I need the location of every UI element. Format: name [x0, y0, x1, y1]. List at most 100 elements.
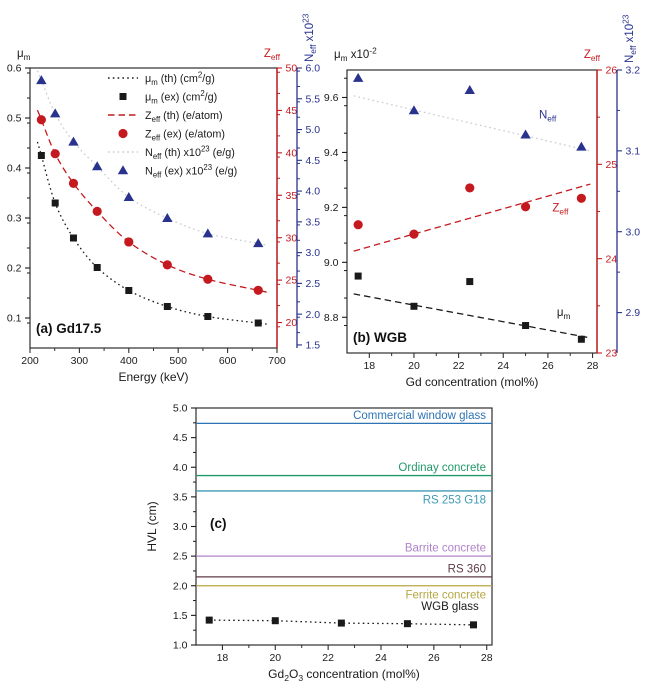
- left-axis: 1.0 1.5 2.0 2.5 3.0 3.5 4.0 4.5 5.0: [173, 403, 196, 652]
- circle-marker: [68, 178, 79, 188]
- x-tick-label: 28: [587, 360, 599, 372]
- circle-marker: [92, 206, 102, 216]
- n-eff-exp-point: [202, 228, 214, 238]
- n-eff-exp-point: [408, 105, 420, 115]
- circle-marker: [520, 202, 531, 212]
- n-eff-exp-point: [49, 108, 61, 118]
- legend-triangle: [117, 165, 129, 175]
- x-tick-label: 26: [428, 652, 440, 664]
- neff-axis-tick-label: 3.5: [306, 216, 321, 228]
- mu-m-exp-point: [93, 264, 101, 271]
- left-axis-tick-label: 0.2: [7, 263, 22, 275]
- z-eff-exp-point: [465, 183, 475, 193]
- wgb-glass-point: [337, 619, 345, 627]
- legend-label: Zeff (ex) (e/atom): [145, 128, 225, 142]
- neff-axis: 2.9 3.0 3.1 3.2: [616, 65, 641, 353]
- x-tick-label: 20: [269, 652, 281, 664]
- z-eff-exp-point: [203, 274, 213, 284]
- triangle-marker: [117, 165, 129, 175]
- circle-marker: [162, 260, 172, 270]
- square-marker: [354, 272, 362, 280]
- x-tick-label: 18: [217, 652, 229, 664]
- left-axis-tick-label: 1.0: [173, 640, 188, 652]
- left-axis-tick-label: 8.8: [324, 312, 339, 324]
- square-marker: [470, 621, 477, 629]
- ref-line-label: RS 360: [448, 563, 486, 575]
- zeff-axis-tick-label: 23: [606, 348, 618, 360]
- series-n-eff-exp: [36, 75, 264, 248]
- circle-marker: [576, 193, 586, 203]
- z-eff-exp-point: [36, 115, 46, 125]
- z-eff-exp-point: [68, 178, 79, 188]
- wgb-glass-point: [271, 617, 279, 625]
- mu-m-exp-point: [522, 322, 530, 330]
- series-mu-m-trend: [353, 293, 591, 339]
- zeff-axis-title: Zeff: [584, 49, 601, 63]
- triangle-marker: [202, 228, 214, 238]
- series-z-eff-trend: [353, 183, 591, 252]
- z-eff-exp-point: [520, 202, 531, 212]
- neff-axis-tick-label: 5.5: [306, 93, 321, 105]
- zeff-axis-tick-label: 35: [286, 190, 298, 202]
- series-n-eff-trend: [353, 95, 591, 152]
- neff-axis-tick-label: 2.9: [626, 307, 641, 319]
- neff-axis-tick-label: 2.5: [306, 278, 321, 290]
- mu-m-exp-point: [466, 278, 474, 286]
- square-marker: [410, 302, 418, 310]
- mu-m-exp-point: [410, 302, 418, 310]
- left-axis-tick-label: 3.5: [173, 491, 188, 503]
- mu-m-exp-point: [254, 319, 262, 327]
- x-tick-label: 28: [481, 652, 493, 664]
- y-axis-title: HVL (cm): [145, 501, 159, 551]
- series-n-eff-exp: [352, 72, 587, 151]
- neff-axis-title: Neff x1023: [621, 14, 639, 63]
- square-marker: [93, 264, 101, 271]
- annotation: Zeff: [552, 203, 569, 217]
- x-tick-label: 24: [497, 360, 509, 372]
- x-tick-label: 18: [363, 360, 375, 372]
- series-mu-m-exp: [37, 152, 262, 327]
- square-marker: [271, 617, 279, 625]
- legend-item: Neff (th) x1023 (e/g): [108, 144, 235, 161]
- neff-axis-tick-label: 4.5: [306, 155, 321, 167]
- series-line-dotted: [209, 619, 474, 626]
- mu-m-exp-point: [354, 272, 362, 280]
- panel-c-label: (c): [210, 516, 227, 531]
- series-z-eff-theory: [36, 109, 268, 293]
- n-eff-exp-point: [576, 141, 587, 151]
- panel-b-label: (b) WGB: [353, 330, 407, 345]
- series-line-dotted: [353, 95, 591, 152]
- n-eff-exp-point: [352, 72, 364, 82]
- square-marker: [69, 234, 77, 242]
- neff-axis-title: Neff x1023: [301, 13, 319, 62]
- zeff-axis: 20 25 30 35 40 45 50: [277, 63, 298, 329]
- x-axis-title: Energy (keV): [118, 370, 188, 384]
- triangle-marker: [49, 108, 61, 118]
- ref-line-label: Barrite concrete: [405, 543, 486, 555]
- left-axis-tick-label: 0.5: [7, 113, 22, 125]
- square-marker: [466, 278, 474, 286]
- ref-line-label: Ferrite concrete: [405, 589, 486, 601]
- wgb-glass-point: [403, 620, 411, 628]
- circle-marker: [203, 274, 213, 284]
- panel-a-label: (a) Gd17.5: [36, 321, 102, 336]
- zeff-axis-tick-label: 50: [286, 63, 298, 75]
- series-line-dashed: [353, 183, 591, 252]
- left-axis-tick-label: 9.2: [324, 202, 339, 214]
- left-axis-tick-label: 4.0: [173, 462, 188, 474]
- n-eff-exp-point: [91, 161, 103, 171]
- triangle-marker: [123, 192, 134, 202]
- zeff-axis-tick-label: 40: [286, 147, 298, 159]
- z-eff-exp-point: [576, 193, 586, 203]
- neff-axis-tick-label: 3.0: [306, 247, 321, 259]
- z-eff-exp-point: [92, 206, 102, 216]
- series-z-eff-exp: [36, 115, 263, 295]
- triangle-marker: [408, 105, 420, 115]
- x-tick-label: 20: [408, 360, 420, 372]
- x-axis: 18 20 22 24 26 28: [217, 645, 493, 664]
- circle-marker: [118, 128, 128, 139]
- legend-square: [119, 93, 127, 100]
- mu-m-exp-point: [69, 234, 77, 242]
- triangle-marker: [68, 136, 79, 146]
- series-z-eff-exp: [353, 183, 586, 239]
